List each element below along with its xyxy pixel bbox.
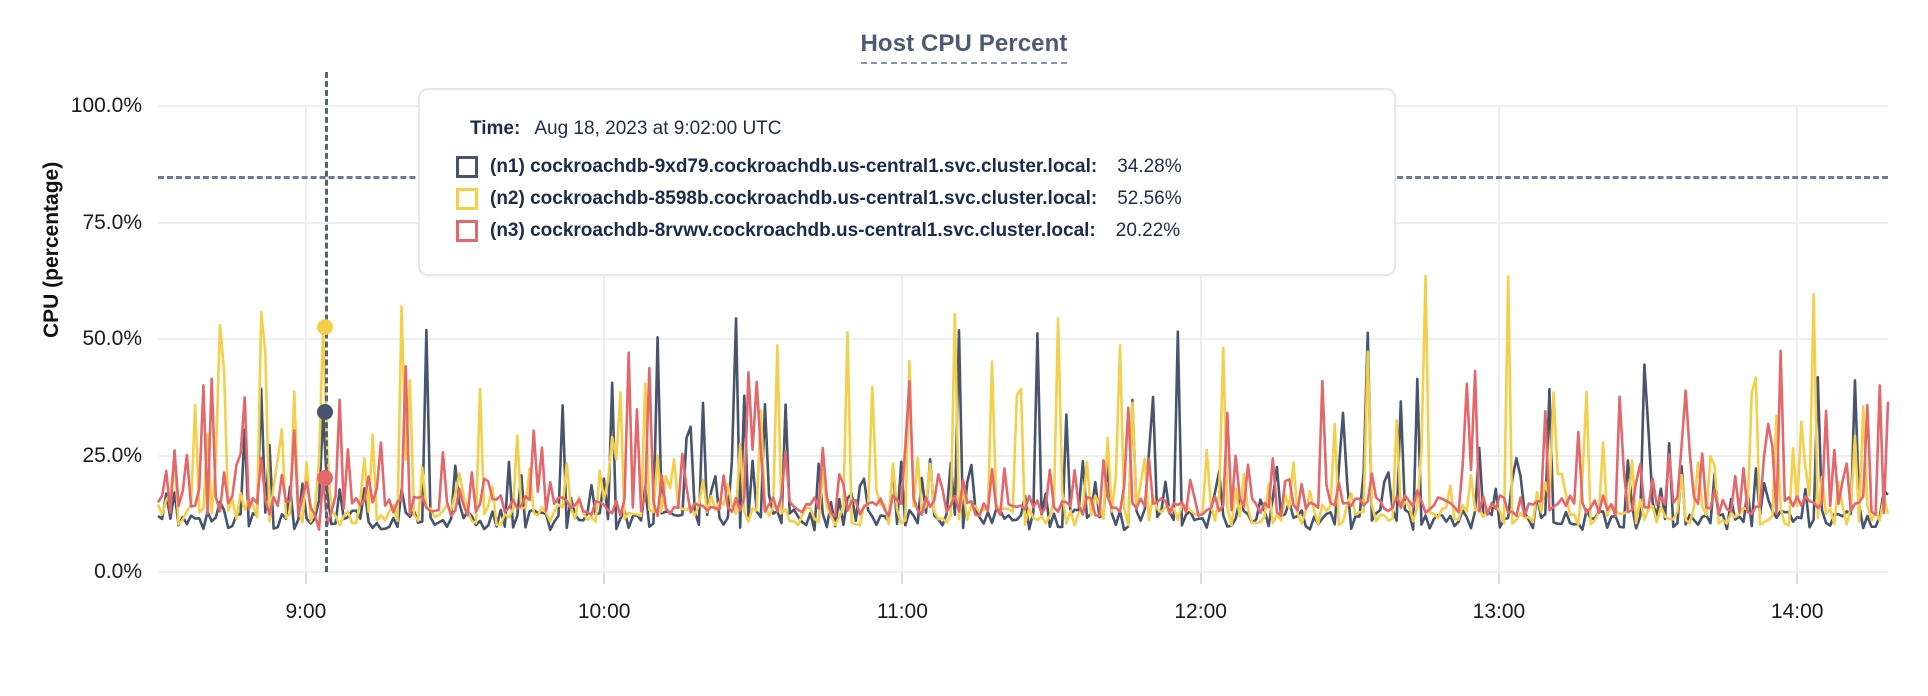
- gridline-vertical: [901, 106, 904, 572]
- legend-series-value: 34.28%: [1117, 156, 1182, 177]
- x-tick-mark: [1796, 572, 1799, 584]
- y-axis-title: CPU (percentage): [40, 161, 63, 338]
- gridline-vertical: [1796, 106, 1799, 572]
- gridline-vertical: [1199, 106, 1202, 572]
- hover-tooltip[interactable]: Time: Aug 18, 2023 at 9:02:00 UTC (n1) c…: [418, 88, 1396, 276]
- x-tick-mark: [603, 572, 606, 584]
- page-title: Host CPU Percent: [0, 30, 1928, 64]
- legend-series-label: (n3) cockroachdb-8rvwv.cockroachdb.us-ce…: [490, 220, 1096, 241]
- hover-marker-n1: [316, 404, 333, 421]
- y-tick-label: 100.0%: [70, 94, 142, 117]
- x-tick-label: 12:00: [1174, 600, 1227, 623]
- gridline-horizontal: [158, 338, 1888, 340]
- x-tick-mark: [1199, 572, 1202, 584]
- y-tick-label: 50.0%: [82, 327, 142, 350]
- legend-row[interactable]: (n3) cockroachdb-8rvwv.cockroachdb.us-ce…: [456, 220, 1368, 242]
- hover-marker-n2: [316, 319, 333, 336]
- legend-series-value: 20.22%: [1115, 220, 1181, 241]
- series-line-n3: [156, 349, 1890, 531]
- legend-row[interactable]: (n2) cockroachdb-8598b.cockroachdb.us-ce…: [456, 188, 1368, 210]
- x-tick-mark: [901, 572, 904, 584]
- tooltip-time-label: Time:: [470, 118, 521, 139]
- legend-swatch-icon: [456, 220, 478, 242]
- x-tick-label: 11:00: [876, 600, 928, 623]
- gridline-vertical: [1497, 106, 1500, 572]
- gridline-vertical: [304, 106, 307, 572]
- tooltip-time-row: Time: Aug 18, 2023 at 9:02:00 UTC: [470, 118, 1368, 140]
- chart-title-text: Host CPU Percent: [860, 30, 1068, 64]
- series-line-n2: [156, 274, 1890, 527]
- x-tick-label: 10:00: [577, 600, 631, 623]
- x-tick-label: 13:00: [1472, 600, 1526, 623]
- y-tick-label: 0.0%: [94, 560, 142, 583]
- legend-series-label: (n1) cockroachdb-9xd79.cockroachdb.us-ce…: [490, 156, 1098, 177]
- hover-marker-n3: [316, 469, 333, 486]
- x-tick-label: 9:00: [285, 600, 327, 623]
- legend-swatch-icon: [456, 156, 478, 178]
- x-tick-mark: [304, 572, 307, 584]
- legend-series-value: 52.56%: [1117, 188, 1182, 209]
- tooltip-legend-rows: (n1) cockroachdb-9xd79.cockroachdb.us-ce…: [446, 156, 1368, 242]
- legend-row[interactable]: (n1) cockroachdb-9xd79.cockroachdb.us-ce…: [456, 156, 1368, 178]
- x-tick-mark: [1497, 572, 1500, 584]
- series-lines: [156, 274, 1890, 532]
- y-tick-label: 75.0%: [82, 210, 142, 234]
- legend-series-label: (n2) cockroachdb-8598b.cockroachdb.us-ce…: [490, 188, 1098, 209]
- tooltip-time-value: Aug 18, 2023 at 9:02:00 UTC: [534, 118, 782, 139]
- legend-swatch-icon: [456, 188, 478, 210]
- y-tick-label: 25.0%: [82, 443, 142, 467]
- x-tick-label: 14:00: [1770, 600, 1824, 623]
- gridline-horizontal: [158, 571, 1888, 573]
- gridline-vertical: [603, 106, 606, 572]
